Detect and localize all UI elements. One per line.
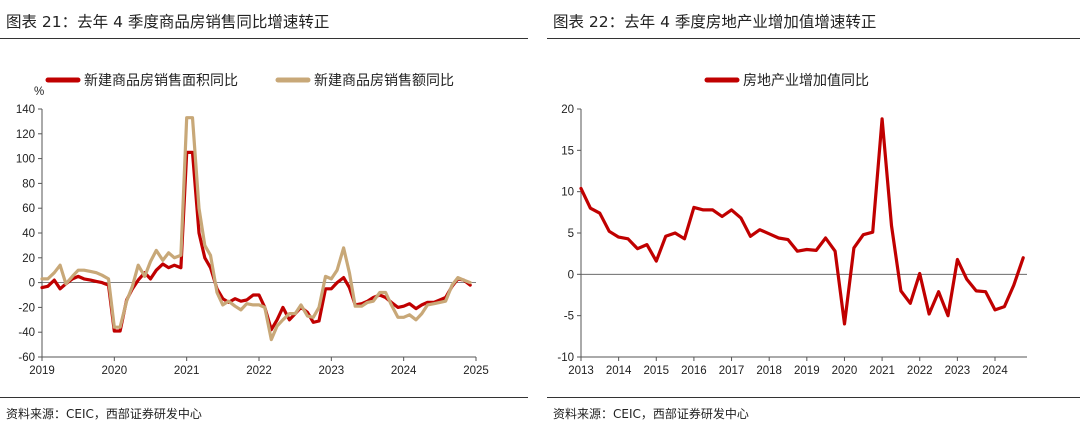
series-line (579, 117, 1025, 326)
x-tick-label: 2025 (463, 365, 489, 377)
source-rule (0, 397, 528, 398)
y-tick-label: 0 (568, 269, 574, 281)
figure-21: 图表 21：去年 4 季度商品房销售同比增速转正 -60 -40 -20 0 20 40 6… (0, 0, 528, 437)
y-tick-label: 100 (16, 154, 35, 166)
x-tick-label: 2022 (246, 365, 272, 377)
y-tick-label: -40 (18, 327, 35, 339)
figure-title: 图表 21：去年 4 季度商品房销售同比增速转正 (6, 13, 330, 31)
y-tick-label: 0 (29, 278, 35, 290)
source-rule (547, 397, 1080, 398)
y-tick-label: 80 (22, 178, 35, 190)
y-tick-label: -60 (18, 352, 35, 364)
y-tick-label: 20 (22, 253, 35, 265)
legend-label: 新建商品房销售额同比 (314, 72, 454, 88)
legend-label: 新建商品房销售面积同比 (84, 72, 238, 88)
x-tick-label: 2014 (606, 365, 632, 377)
y-tick-label: -20 (18, 302, 35, 314)
x-tick-label: 2024 (391, 365, 417, 377)
figure-22: 图表 22：去年 4 季度房地产业增加值增速转正 -10 -5 0 5 10 15 20 20… (547, 0, 1080, 437)
x-tick-label: 2020 (832, 365, 858, 377)
x-tick-label: 2019 (794, 365, 820, 377)
x-tick-label: 2023 (945, 365, 971, 377)
x-tick-label: 2013 (568, 365, 594, 377)
x-tick-label: 2021 (869, 365, 895, 377)
x-tick-label: 2019 (29, 365, 55, 377)
y-tick-label: 120 (16, 129, 35, 141)
series-line (40, 116, 472, 342)
source-note: 资料来源：CEIC，西部证券研发中心 (553, 407, 749, 421)
x-tick-label: 2021 (174, 365, 200, 377)
x-tick-label: 2022 (907, 365, 933, 377)
x-tick-label: 2024 (982, 365, 1008, 377)
y-tick-label: 60 (22, 203, 35, 215)
x-tick-label: 2023 (319, 365, 345, 377)
y-tick-label: 140 (16, 104, 35, 116)
y-tick-label: -5 (564, 311, 574, 323)
x-tick-label: 2015 (643, 365, 669, 377)
y-tick-label: 20 (561, 104, 574, 116)
title-rule (0, 38, 528, 39)
x-tick-label: 2018 (756, 365, 782, 377)
source-note: 资料来源：CEIC，西部证券研发中心 (6, 407, 202, 421)
real-estate-value-added-line-chart: -10 -5 0 5 10 15 20 2013 2014 2015 2016 2017 2018 201… (557, 72, 1027, 377)
y-tick-label: -10 (557, 352, 574, 364)
x-tick-label: 2016 (681, 365, 707, 377)
legend-label: 房地产业增加值同比 (743, 72, 869, 88)
x-tick-label: 2017 (719, 365, 745, 377)
y-tick-label: 5 (568, 228, 574, 240)
x-tick-label: 2020 (102, 365, 128, 377)
figure-title: 图表 22：去年 4 季度房地产业增加值增速转正 (553, 13, 877, 31)
y-tick-label: 40 (22, 228, 35, 240)
y-tick-label: 15 (561, 145, 574, 157)
y-tick-label: 10 (561, 187, 574, 199)
sales-yoy-line-chart: -60 -40 -20 0 20 40 60 80 100 120 140 2019 2020 2021 2… (16, 72, 489, 377)
title-rule (547, 38, 1080, 39)
y-unit-label: % (34, 86, 44, 98)
